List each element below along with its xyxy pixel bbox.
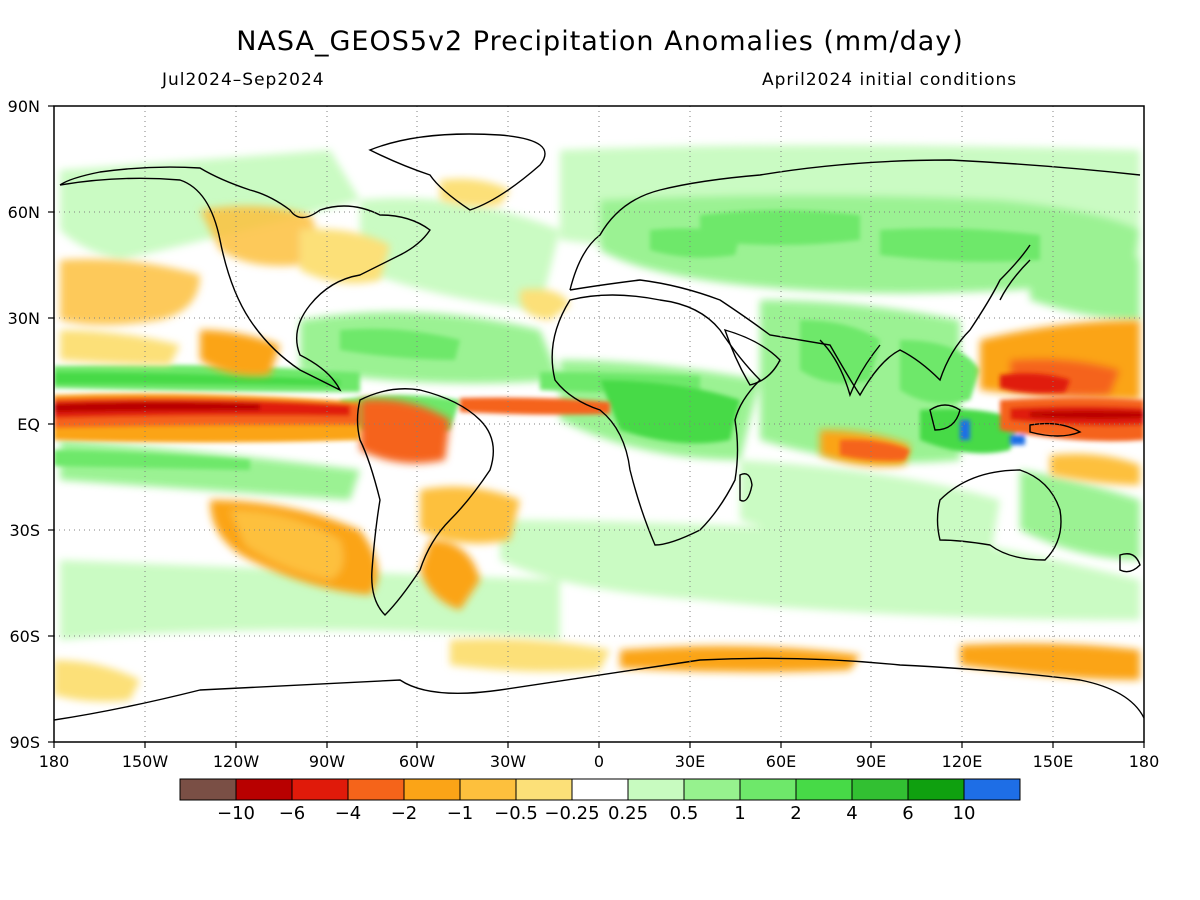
wet-medium-areas: [54, 210, 1040, 470]
lat-label: 60S: [9, 627, 40, 646]
colorbar-label: −10: [217, 803, 255, 824]
borneo-coast: [929, 404, 961, 431]
greenland-coast: [368, 133, 546, 211]
lat-label: 60N: [8, 203, 40, 222]
africa-coast: [551, 294, 761, 546]
colorbar-swatch: [403, 778, 461, 801]
colorbar-label: 4: [846, 803, 857, 824]
lon-label: 30E: [675, 752, 705, 771]
colorbar-swatch: [571, 778, 629, 801]
lat-label: 30N: [8, 309, 40, 328]
colorbar-swatch: [907, 778, 965, 801]
south-america-coast: [356, 388, 494, 616]
latitude-labels: 90N 60N 30N EQ 30S 60S 90S: [8, 97, 40, 752]
colorbar-label: −0.5: [494, 803, 538, 824]
colorbar-swatch: [291, 778, 349, 801]
lon-label: 90W: [309, 752, 345, 771]
longitude-labels: 180 150W 120W 90W 60W 30W 0 30E 60E 90E …: [39, 752, 1160, 771]
north-america-coast: [59, 166, 431, 392]
colorbar-label: −1: [447, 803, 474, 824]
colorbar-label: 0.25: [608, 803, 648, 824]
lon-label: 150W: [122, 752, 169, 771]
new-guinea-coast: [1029, 422, 1082, 437]
lat-label: EQ: [17, 415, 40, 434]
colorbar-label: 0.5: [670, 803, 699, 824]
colorbar-label: 2: [790, 803, 801, 824]
lon-label: 150E: [1033, 752, 1074, 771]
lon-label: 60E: [766, 752, 796, 771]
lon-label: 30W: [490, 752, 526, 771]
lon-label: 180: [1129, 752, 1160, 771]
lat-label: 30S: [9, 521, 40, 540]
map-title: NASA_GEOS5v2 Precipitation Anomalies (mm…: [236, 26, 964, 57]
colorbar-swatch: [963, 778, 1021, 801]
lat-label: 90S: [9, 733, 40, 752]
new-zealand-coast: [1119, 553, 1141, 573]
colorbar-label: −0.25: [544, 803, 599, 824]
madagascar-coast: [739, 473, 753, 502]
arabia-coast: [723, 328, 781, 386]
lat-label: 90N: [8, 97, 40, 116]
colorbar-label: −4: [335, 803, 362, 824]
lon-label: 60W: [399, 752, 435, 771]
japan-coast: [999, 259, 1031, 301]
colorbar-swatch: [739, 778, 797, 801]
colorbar-label: 1: [734, 803, 745, 824]
lon-label: 0: [594, 752, 604, 771]
lon-label: 120W: [213, 752, 260, 771]
colorbar-swatch: [683, 778, 741, 801]
lon-label: 180: [39, 752, 70, 771]
colorbar-label: 10: [953, 803, 976, 824]
colorbar-swatch: [795, 778, 853, 801]
graticule: [54, 106, 1144, 742]
colorbar-swatch: [851, 778, 909, 801]
colorbar-label: −6: [279, 803, 306, 824]
lon-label: 120E: [942, 752, 983, 771]
colorbar-swatch: [235, 778, 293, 801]
india-coast: [819, 339, 881, 398]
forecast-period: Jul2024–Sep2024: [162, 70, 325, 90]
coastlines: [54, 133, 1144, 721]
australia-coast: [936, 469, 1062, 561]
colorbar-swatch: [515, 778, 573, 801]
axis-ticks: [48, 105, 1145, 748]
colorbar-swatch: [627, 778, 685, 801]
colorbar-swatch: [347, 778, 405, 801]
colorbar-swatch: [179, 778, 237, 801]
colorbar-label: −2: [391, 803, 418, 824]
colorbar-swatch: [459, 778, 517, 801]
colorbar: −10 −6 −4 −2 −1 −0.5 −0.25 0.25 0.5 1 2 4 6 10: [179, 778, 1021, 824]
antarctica-coast: [54, 657, 1144, 721]
lon-label: 90E: [856, 752, 886, 771]
initial-conditions: April2024 initial conditions: [762, 70, 1018, 90]
colorbar-label: 6: [902, 803, 913, 824]
eurasia-coast: [569, 159, 1141, 397]
dry-strong-areas: [54, 373, 1144, 461]
